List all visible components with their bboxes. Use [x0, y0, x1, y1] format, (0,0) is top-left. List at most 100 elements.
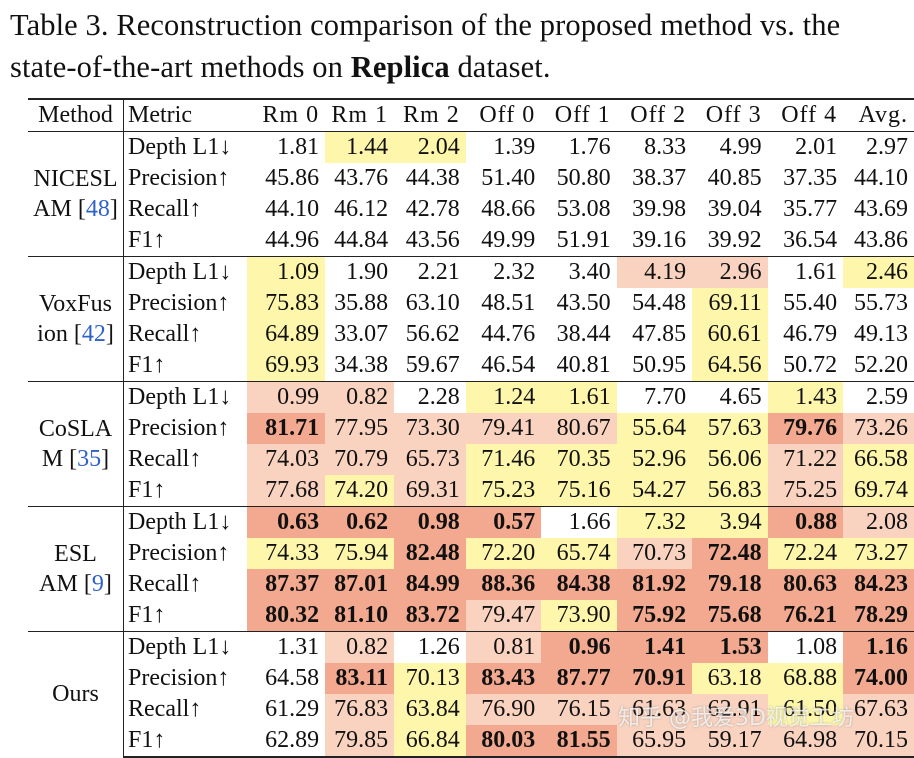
value-cell: 69.93 — [246, 350, 326, 382]
value-cell: 64.56 — [692, 350, 768, 382]
value-cell: 67.63 — [843, 694, 914, 725]
caption-dataset: Replica — [350, 50, 450, 84]
value-cell: 1.24 — [465, 381, 542, 413]
value-cell: 35.88 — [334, 290, 389, 316]
value-cell: 79.41 — [465, 413, 542, 444]
value-cell: 52.96 — [616, 444, 693, 475]
table-row: Recall↑ 64.89 33.07 56.62 44.76 38.44 47.85 60.… — [28, 319, 914, 350]
method-name: CoSLA M [35] — [28, 381, 125, 507]
watermark: 知乎 @我爱3D视觉工坊 — [618, 706, 854, 731]
citation-link[interactable]: 35 — [77, 446, 102, 472]
value-cell: 2.32 — [465, 256, 542, 288]
value-cell: 1.31 — [246, 631, 326, 663]
value-cell: 81.55 — [541, 725, 617, 758]
value-cell: 76.83 — [325, 694, 395, 725]
metric-label: Precision↑ — [128, 415, 230, 441]
value-cell: 1.08 — [767, 631, 844, 663]
value-cell: 81.71 — [246, 413, 326, 444]
citation-link[interactable]: 48 — [85, 196, 110, 222]
value-cell: 38.37 — [632, 165, 687, 191]
value-cell: 64.89 — [246, 319, 326, 350]
value-cell: 37.35 — [783, 165, 838, 191]
citation-link[interactable]: 9 — [91, 571, 104, 597]
value-cell: 74.03 — [246, 444, 326, 475]
caption-label: Table 3. — [10, 8, 109, 42]
value-cell: 0.88 — [767, 506, 844, 538]
value-cell: 87.77 — [541, 663, 617, 694]
value-cell: 47.85 — [632, 321, 687, 347]
table-row: CoSLA M [35] Depth L1↓ 0.99 0.82 2.28 1.24 1.61… — [28, 381, 914, 507]
value-cell: 59.67 — [405, 352, 460, 378]
method-name-line: NICESL — [33, 165, 118, 192]
value-cell: 2.01 — [767, 131, 844, 163]
value-cell: 83.43 — [465, 663, 542, 694]
value-cell: 55.73 — [854, 290, 908, 316]
value-cell: 79.47 — [465, 600, 542, 632]
value-cell: 43.86 — [854, 227, 908, 253]
value-cell: 46.54 — [481, 352, 536, 378]
metric-label: F1↑ — [128, 477, 166, 503]
value-cell: 0.99 — [246, 381, 326, 413]
value-cell: 68.88 — [767, 663, 844, 694]
value-cell: 48.66 — [481, 196, 536, 222]
value-cell: 81.10 — [325, 600, 395, 632]
value-cell: 79.85 — [325, 725, 395, 758]
metric-label: Recall↑ — [128, 446, 202, 472]
value-cell: 70.15 — [843, 725, 914, 758]
value-cell: 0.81 — [465, 631, 542, 663]
column-header-off-4: Off 4 — [767, 98, 844, 132]
value-cell: 72.24 — [767, 538, 844, 569]
value-cell: 80.67 — [541, 413, 617, 444]
value-cell: 42.78 — [405, 196, 460, 222]
value-cell: 1.41 — [616, 631, 693, 663]
method-name-line: ion — [37, 321, 68, 347]
value-cell: 72.20 — [465, 538, 542, 569]
value-cell: 63.18 — [692, 663, 768, 694]
value-cell: 46.79 — [783, 321, 838, 347]
value-cell: 1.90 — [325, 256, 395, 288]
value-cell: 39.04 — [707, 196, 762, 222]
value-cell: 1.76 — [541, 131, 617, 163]
metric-label: Depth L1↓ — [123, 381, 247, 413]
value-cell: 78.29 — [843, 600, 914, 632]
value-cell: 70.73 — [616, 538, 693, 569]
value-cell: 51.40 — [481, 165, 536, 191]
value-cell: 66.84 — [394, 725, 466, 758]
value-cell: 33.07 — [334, 321, 389, 347]
value-cell: 87.01 — [325, 569, 395, 600]
value-cell: 57.63 — [692, 413, 768, 444]
value-cell: 45.86 — [265, 165, 320, 191]
method-name-line: AM — [39, 571, 78, 597]
value-cell: 0.62 — [325, 506, 395, 538]
metric-label: Recall↑ — [128, 696, 202, 722]
value-cell: 64.98 — [767, 725, 844, 758]
value-cell: 1.43 — [767, 381, 844, 413]
value-cell: 46.12 — [334, 196, 389, 222]
value-cell: 74.00 — [843, 663, 914, 694]
value-cell: 1.53 — [692, 631, 768, 663]
value-cell: 73.26 — [843, 413, 914, 444]
citation-link[interactable]: 42 — [81, 321, 106, 347]
value-cell: 74.20 — [325, 475, 395, 507]
table-row: F1↑ 77.68 74.20 69.31 75.23 75.16 54.27 56.83 75… — [28, 475, 914, 507]
value-cell: 88.36 — [465, 569, 542, 600]
value-cell: 70.91 — [616, 663, 693, 694]
value-cell: 61.29 — [265, 696, 320, 722]
value-cell: 39.16 — [632, 227, 687, 253]
value-cell: 56.83 — [692, 475, 768, 507]
column-header-rm-1: Rm 1 — [325, 98, 395, 132]
value-cell: 3.40 — [541, 256, 617, 288]
metric-label: Depth L1↓ — [123, 131, 247, 163]
table-row: Precision↑ 64.58 83.11 70.13 83.43 87.77 70.91… — [28, 663, 914, 694]
value-cell: 79.76 — [767, 413, 844, 444]
value-cell: 70.79 — [325, 444, 395, 475]
value-cell: 80.03 — [465, 725, 542, 758]
table-row: VoxFus ion [42] Depth L1↓ 1.09 1.90 2.21 2.32 3… — [28, 256, 914, 382]
value-cell: 56.06 — [692, 444, 768, 475]
method-name: VoxFus ion [42] — [28, 256, 125, 382]
value-cell: 34.38 — [334, 352, 389, 378]
value-cell: 2.46 — [843, 256, 914, 288]
value-cell: 84.99 — [394, 569, 466, 600]
